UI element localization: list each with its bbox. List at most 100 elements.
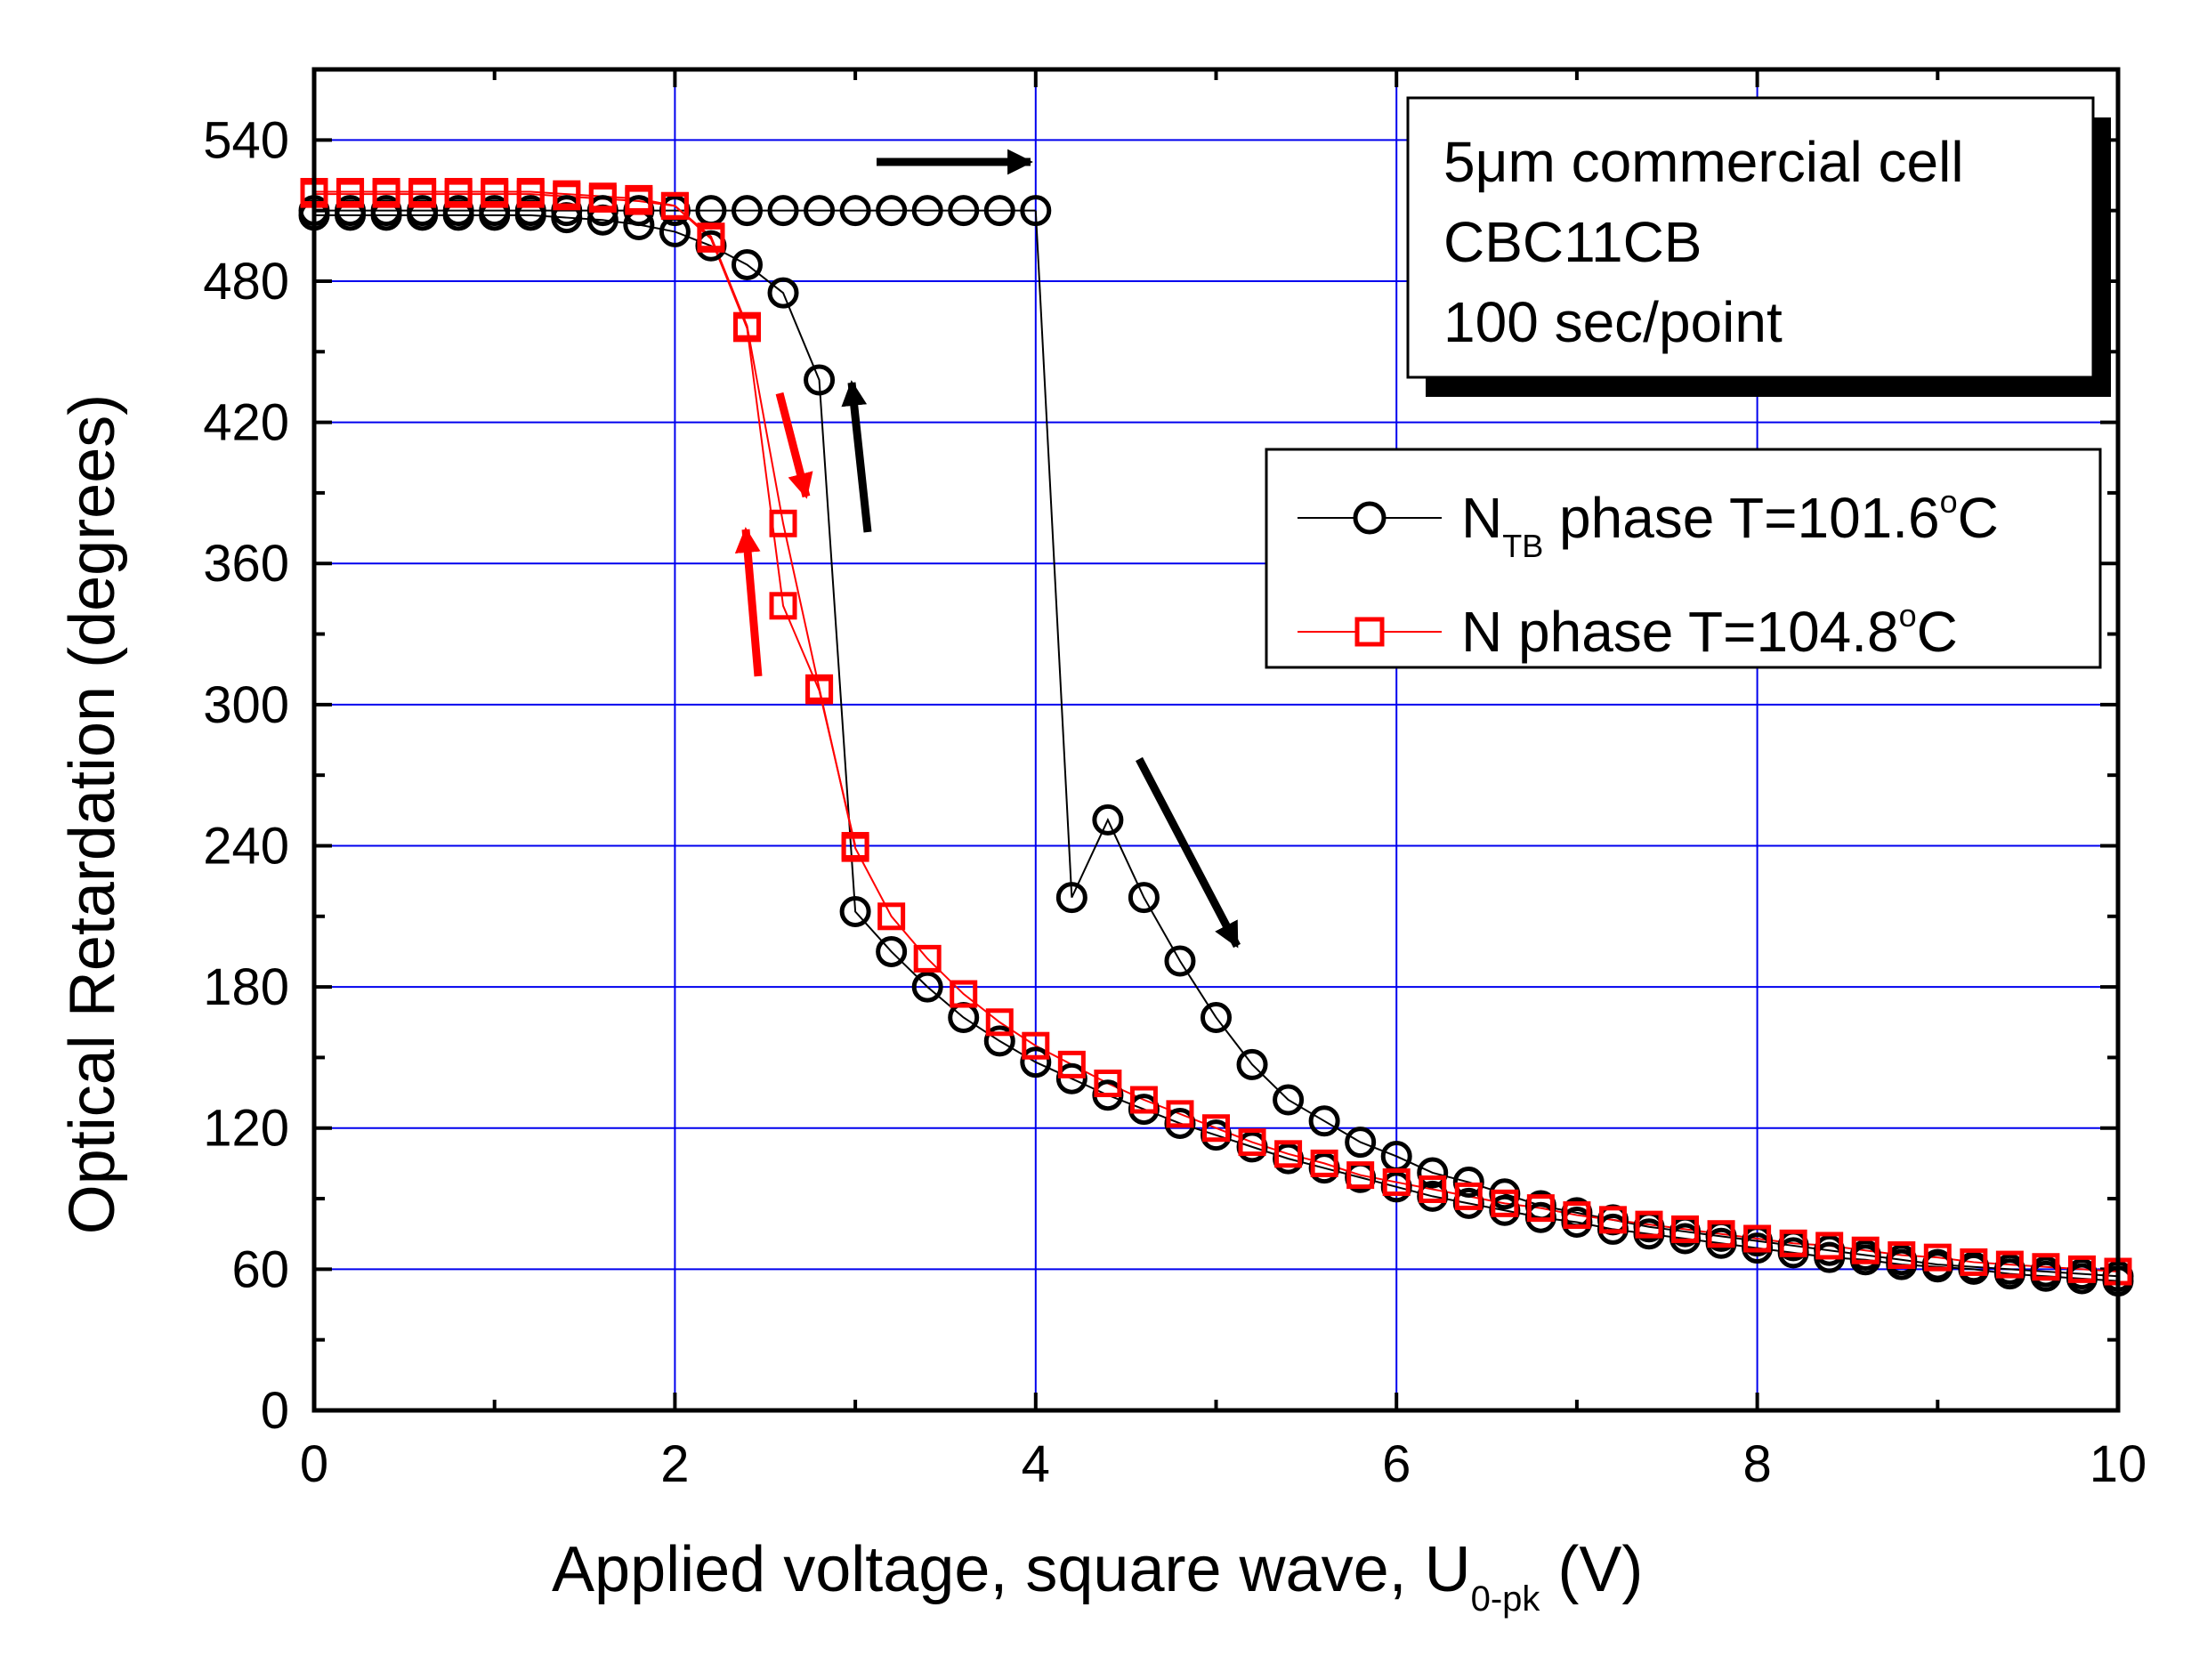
info-box: 5μm commercial cell CBC11CB 100 sec/poin… — [1406, 96, 2111, 397]
n-downsweep-point — [769, 592, 797, 620]
n-upsweep-point — [1382, 1168, 1411, 1197]
y-tick-label: 420 — [203, 394, 289, 452]
n-downsweep-point — [697, 224, 725, 253]
x-tick-label: 2 — [660, 1435, 689, 1493]
ntb-branch-point — [1273, 1084, 1305, 1116]
ntb-branch-point — [1236, 1048, 1268, 1080]
n-downsweep-point — [805, 676, 834, 705]
ntb-upsweep-point — [876, 195, 908, 227]
ntb-downsweep-point — [767, 277, 799, 309]
ntb-downsweep-point — [731, 248, 763, 280]
n-upsweep-point — [1635, 1210, 1663, 1239]
x-tick-label: 4 — [1022, 1435, 1050, 1493]
n-downsweep-point — [732, 314, 761, 343]
n-downsweep-point — [444, 177, 473, 206]
y-tick-label: 180 — [203, 958, 289, 1016]
n-upsweep-point — [1491, 1189, 1519, 1217]
n-downsweep-point — [336, 177, 365, 206]
legend-marker-ntb — [1353, 501, 1387, 535]
ntb-downsweep-point — [1055, 1062, 1087, 1094]
ntb-downsweep-point — [983, 1025, 1015, 1057]
n-upsweep-point — [1779, 1229, 1807, 1257]
n-upsweep-point — [1454, 1182, 1483, 1210]
y-tick-label: 360 — [203, 535, 289, 593]
ntb-branch-point — [1308, 1105, 1340, 1137]
ntb-downsweep-point — [876, 935, 908, 967]
ntb-branch-point — [1128, 882, 1160, 914]
tick-labels: 0 2 4 6 8 10 0 60 120 180 240 300 360 420 480 540 — [203, 111, 2147, 1493]
n-upsweep-point — [1202, 1114, 1230, 1143]
ntb-branch-point — [1201, 1001, 1232, 1033]
ntb-upsweep-point — [1020, 195, 1052, 227]
n-upsweep-point — [1419, 1175, 1447, 1203]
y-tick-label: 300 — [203, 676, 289, 734]
ntb-downsweep-point — [1020, 1046, 1052, 1078]
ntb-branch-point — [1345, 1127, 1377, 1159]
legend: NTB phase T=101.6oC N phase T=104.8oC — [1265, 448, 2102, 669]
n-upsweep-point — [1815, 1232, 1844, 1260]
n-downsweep-point — [408, 177, 437, 206]
info-box-panel — [1406, 96, 2095, 379]
n-upsweep-point — [1995, 1250, 2024, 1279]
ntb-upsweep-point — [767, 195, 799, 227]
arrow-n-upsweep — [775, 392, 813, 499]
n-downsweep-line — [314, 190, 857, 846]
n-upsweep-point — [1743, 1224, 1772, 1253]
n-upsweep-point — [769, 509, 797, 537]
ntb-downsweep-point — [911, 971, 943, 1003]
n-upsweep-point — [1598, 1206, 1627, 1234]
ntb-upsweep-point — [911, 195, 943, 227]
plot-frame — [311, 67, 2121, 1413]
ntb-upsweep-point — [839, 195, 871, 227]
n-upsweep-point — [985, 1008, 1014, 1037]
ntb-branch-point — [1452, 1167, 1484, 1199]
n-downsweep-point — [588, 182, 617, 211]
n-upsweep-point — [1094, 1070, 1122, 1098]
x-tick-label: 0 — [300, 1435, 328, 1493]
ntb-jump-line — [1034, 210, 1073, 898]
info-line-3: 100 sec/point — [1443, 290, 1783, 354]
y-tick-label: 240 — [203, 817, 289, 875]
direction-arrows — [734, 149, 1241, 949]
legend-label-ntb: NTB phase T=101.6oC — [1461, 483, 1999, 564]
n-downsweep-point — [553, 180, 581, 208]
n-upsweep-point — [1129, 1086, 1158, 1114]
arrow-n-downsweep — [734, 527, 763, 677]
ntb-downsweep-point — [839, 896, 871, 928]
ntb-upsweep-point — [948, 195, 980, 227]
n-upsweep-point — [950, 980, 978, 1008]
info-line-1: 5μm commercial cell — [1443, 130, 1964, 194]
y-tick-label: 540 — [203, 111, 289, 169]
n-downsweep-point — [625, 184, 653, 213]
n-downsweep-point — [481, 177, 509, 206]
n-upsweep-point — [913, 944, 942, 973]
legend-marker-n — [1354, 617, 1385, 647]
n-downsweep-point — [660, 191, 689, 220]
n-downsweep-point — [372, 177, 400, 206]
ntb-branch-point — [1092, 804, 1124, 836]
x-tick-label: 10 — [2090, 1435, 2147, 1493]
n-upsweep-point — [877, 902, 906, 931]
ntb-branch-line — [1071, 818, 2119, 1278]
n-upsweep-point — [1888, 1241, 1916, 1270]
n-upsweep-point — [1851, 1236, 1880, 1264]
n-upsweep-point — [1274, 1140, 1303, 1168]
n-upsweep-point — [1166, 1100, 1194, 1128]
y-tick-label: 0 — [261, 1382, 289, 1440]
ntb-branch-point — [1164, 945, 1196, 977]
n-upsweep-point — [1960, 1248, 1988, 1276]
ntb-upsweep-point — [731, 195, 763, 227]
ntb-downsweep-point — [804, 364, 836, 396]
y-tick-label: 60 — [231, 1240, 289, 1298]
x-tick-label: 8 — [1742, 1435, 1771, 1493]
x-tick-label: 6 — [1382, 1435, 1411, 1493]
n-upsweep-point — [1022, 1031, 1050, 1060]
info-line-2: CBC11CB — [1443, 210, 1702, 274]
n-downsweep-point — [841, 831, 869, 860]
n-upsweep-point — [1310, 1149, 1338, 1177]
n-upsweep-point — [1671, 1215, 1700, 1243]
n-upsweep-point — [1923, 1243, 1952, 1272]
n-upsweep-point — [2032, 1253, 2060, 1281]
x-axis-title: Applied voltage, square wave, U0-pk (V) — [552, 1534, 1643, 1619]
